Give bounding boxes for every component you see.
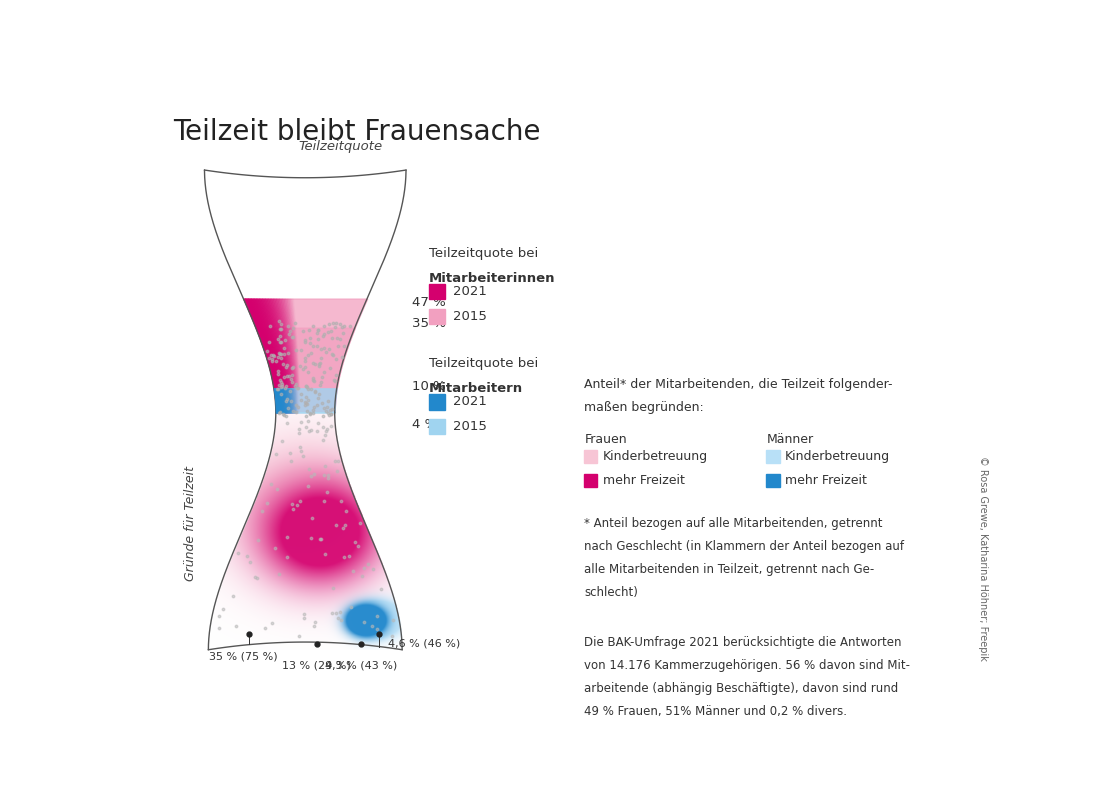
Bar — [429, 284, 445, 300]
Text: alle Mitarbeitenden in Teilzeit, getrennt nach Ge-: alle Mitarbeitenden in Teilzeit, getrenn… — [584, 563, 875, 576]
Text: 13 % (29 %): 13 % (29 %) — [283, 661, 352, 670]
Text: 2015: 2015 — [452, 310, 487, 323]
Bar — [584, 474, 598, 487]
Text: 49 % Frauen, 51% Männer und 0,2 % divers.: 49 % Frauen, 51% Männer und 0,2 % divers… — [584, 705, 847, 718]
Bar — [584, 449, 598, 463]
Text: Mitarbeitern: Mitarbeitern — [429, 382, 523, 395]
Bar — [429, 394, 445, 409]
Text: 2021: 2021 — [452, 396, 487, 409]
Text: 4 %: 4 % — [413, 417, 437, 431]
Text: arbeitende (abhängig Beschäftigte), davon sind rund: arbeitende (abhängig Beschäftigte), davo… — [584, 682, 898, 695]
Text: von 14.176 Kammerzugehörigen. 56 % davon sind Mit-: von 14.176 Kammerzugehörigen. 56 % davon… — [584, 659, 910, 672]
Text: 47 %: 47 % — [413, 296, 446, 309]
Text: 2015: 2015 — [452, 420, 487, 433]
Text: 35 % (75 %): 35 % (75 %) — [208, 651, 277, 662]
Text: Teilzeitquote bei: Teilzeitquote bei — [429, 357, 539, 370]
Bar — [766, 449, 780, 463]
Text: Teilzeitquote: Teilzeitquote — [298, 140, 383, 153]
Text: Anteil* der Mitarbeitenden, die Teilzeit folgender-: Anteil* der Mitarbeitenden, die Teilzeit… — [584, 378, 893, 391]
Text: Kinderbetreuung: Kinderbetreuung — [603, 449, 708, 463]
Bar — [429, 419, 445, 434]
Text: Männer: Männer — [766, 433, 814, 446]
Text: Teilzeitquote bei: Teilzeitquote bei — [429, 247, 539, 260]
Text: * Anteil bezogen auf alle Mitarbeitenden, getrennt: * Anteil bezogen auf alle Mitarbeitenden… — [584, 517, 883, 529]
Text: 35 %: 35 % — [413, 317, 446, 330]
Text: Kinderbetreuung: Kinderbetreuung — [785, 449, 891, 463]
Text: 4,3 % (43 %): 4,3 % (43 %) — [325, 661, 397, 670]
Text: 10 %: 10 % — [413, 380, 446, 392]
Bar — [766, 474, 780, 487]
Text: © Rosa Grewe, Katharina Höhner; Freepik: © Rosa Grewe, Katharina Höhner; Freepik — [978, 457, 988, 662]
Bar — [429, 308, 445, 324]
Text: Teilzeit bleibt Frauensache: Teilzeit bleibt Frauensache — [173, 119, 541, 147]
Text: Die BAK-Umfrage 2021 berücksichtigte die Antworten: Die BAK-Umfrage 2021 berücksichtigte die… — [584, 636, 902, 649]
Text: nach Geschlecht (in Klammern der Anteil bezogen auf: nach Geschlecht (in Klammern der Anteil … — [584, 540, 904, 553]
Text: 2021: 2021 — [452, 285, 487, 298]
Text: mehr Freizeit: mehr Freizeit — [785, 474, 867, 487]
Text: Gründe für Teilzeit: Gründe für Teilzeit — [184, 466, 197, 581]
Text: Frauen: Frauen — [584, 433, 627, 446]
Text: 4,6 % (46 %): 4,6 % (46 %) — [388, 638, 460, 648]
Text: maßen begründen:: maßen begründen: — [584, 401, 704, 414]
Text: mehr Freizeit: mehr Freizeit — [603, 474, 684, 487]
Text: Mitarbeiterinnen: Mitarbeiterinnen — [429, 272, 556, 284]
Text: schlecht): schlecht) — [584, 586, 638, 599]
